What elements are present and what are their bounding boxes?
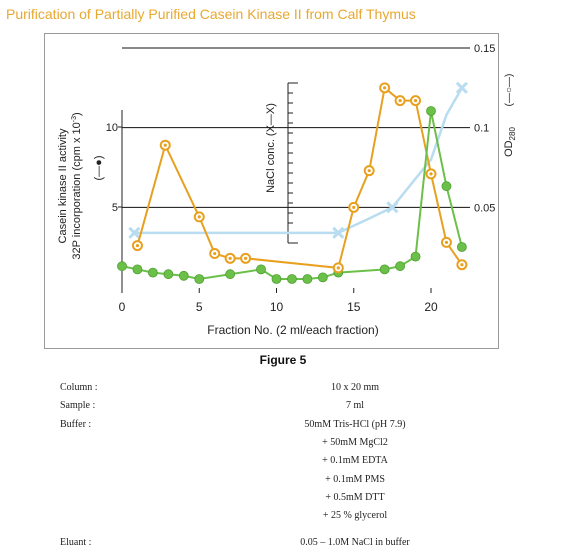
condition-value: + 0.5mM DTT [325,491,385,503]
kinase-point [147,267,158,278]
condition-label: Buffer : [60,418,92,430]
condition-label: Sample : [60,400,96,412]
y-right-tick-label: 0.1 [474,123,489,135]
y-left-tick-label: 5 [112,202,118,214]
page-title: Purification of Partially Purified Casei… [6,6,416,22]
kinase-point [410,251,421,262]
kinase-point [194,274,205,284]
kinase-point [178,270,189,281]
kinase-series-line [121,110,463,281]
elution-profile-chart: 0.05 0.1 0.15 5 10 0 5 10 15 20 Fraction No. (2 … [57,43,517,337]
od280-point-center [197,215,201,219]
condition-value: 50mM Tris-HCl (pH 7.9) [304,418,406,430]
od280-point-center [244,256,248,260]
kinase-point [225,269,236,280]
nacl-point [455,81,468,94]
nacl-series-line [134,87,463,235]
od280-point-center [135,243,140,248]
condition-value: + 25 % glycerol [322,510,388,522]
condition-label: Eluant : [60,537,92,549]
kinase-point [117,261,127,272]
nacl-x-stroke [455,81,468,94]
x-axis-label: Fraction No. (2 ml/each fraction) [207,323,378,337]
nacl-point [128,226,141,239]
condition-value: + 0.1mM EDTA [322,455,388,467]
x-tick-label: 20 [424,300,438,314]
kinase-point [132,264,143,275]
od280-point-center [413,98,418,103]
kinase-legend-marker: (—●) [93,156,105,181]
kinase-point [317,272,328,283]
condition-value: + 50mM MgCl2 [322,436,388,448]
od280-point-center [367,169,371,173]
nacl-x-stroke [332,226,345,239]
od280-point-center [213,251,217,256]
kinase-point [379,264,390,275]
kinase-point [256,264,266,275]
y-right-tick-label: 0.15 [474,43,495,55]
od280-point-center [352,205,356,209]
y-left-tick-label: 10 [106,122,118,134]
x-tick-label: 5 [196,300,203,314]
nacl-x-stroke [128,226,141,239]
kinase-point [426,106,436,116]
x-tick-label: 10 [270,300,284,314]
condition-value: + 0.1mM PMS [325,473,385,485]
nacl-x-stroke [386,201,399,214]
od280-point-center [383,86,387,90]
y-right-tick-label: 0.05 [474,202,495,214]
kinase-point [395,261,406,272]
x-tick-label: 0 [119,300,126,314]
condition-label: Column : [60,382,98,393]
od280-point-center [398,98,402,103]
od280-point-center [460,263,464,267]
y-left-label-line2: 32P incorporation (cpm x 10-3) [71,112,83,259]
od280-point-center [228,256,232,260]
condition-value: 0.05 – 1.0M NaCl in buffer [300,537,410,549]
y-right-label: OD280 [503,127,517,157]
kinase-point [456,242,467,252]
od280-legend-marker: (—○—) [504,74,515,107]
condition-value: 7 ml [345,400,365,412]
kinase-point [302,274,313,284]
nacl-point [386,201,399,214]
od280-point-center [163,143,167,147]
kinase-point [287,274,297,284]
od280-point-center [336,266,340,270]
kinase-point [271,274,282,284]
kinase-point [441,181,452,192]
nacl-point [332,226,345,239]
y-left-label-line1: Casein kinase II activity [57,128,69,243]
od280-series-line [136,85,463,269]
figure-frame [44,33,499,349]
od280-point-center [444,240,449,244]
x-tick-label: 15 [347,300,361,314]
nacl-axis-label: NaCl conc. (X—X) [265,103,277,193]
condition-value: 10 x 20 mm [330,382,380,393]
figure-caption: Figure 5 [259,353,307,367]
od280-point-center [429,172,433,176]
kinase-point [163,269,174,280]
